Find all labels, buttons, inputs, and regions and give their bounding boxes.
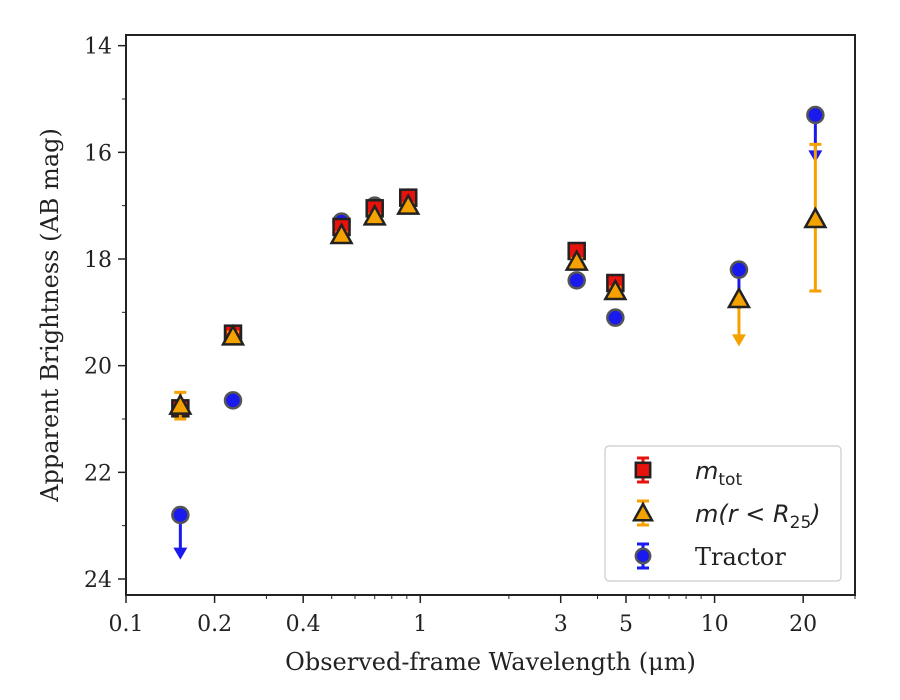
legend-box [604, 445, 842, 582]
legend: mtot m(r < R25) Tractor [604, 445, 842, 582]
x-tick-label: 1 [413, 612, 427, 637]
data-point-circle [806, 105, 825, 125]
x-tick-label: 20 [789, 612, 817, 637]
data-point-triangle [329, 222, 354, 245]
x-tick-label: 10 [701, 612, 729, 637]
legend-marker-square [634, 461, 652, 479]
y-tick-label: 20 [84, 355, 112, 380]
legend-label: m(r < R25) [695, 500, 821, 533]
y-tick-label: 22 [84, 461, 112, 486]
upper-limit-arrow [731, 334, 746, 347]
x-tick-label: 0.4 [286, 612, 321, 637]
data-point-circle [729, 260, 749, 279]
y-axis-label: Apparent Brightness (AB mag) [36, 128, 64, 503]
y-tick-label: 18 [84, 248, 112, 273]
data-point-triangle [168, 393, 193, 415]
x-tick-label: 3 [554, 612, 568, 637]
data-point-triangle [603, 278, 628, 301]
plot-frame [125, 34, 856, 596]
legend-marker-circle [634, 547, 652, 565]
x-tick-label: 0.2 [197, 612, 232, 637]
data-point-circle [223, 391, 243, 410]
series-square [171, 188, 625, 418]
data-point-circle [171, 505, 190, 525]
x-tick-label: 5 [619, 612, 633, 637]
y-tick-label: 24 [84, 568, 112, 593]
legend-label: mtot [695, 457, 742, 490]
data-point-triangle [220, 323, 246, 346]
data-point-circle [567, 271, 586, 290]
axes: 14 16 18 20 22 24 0.1 0.2 0.4 1 3 5 10 20 [84, 34, 856, 637]
data-point-triangle [396, 193, 421, 215]
y-tick-label: 16 [84, 141, 112, 166]
upper-limit-arrow [173, 547, 188, 560]
data-point-triangle [726, 286, 752, 309]
legend-marker-triangle [631, 501, 655, 522]
plot-area [168, 105, 828, 560]
data-point-circle [606, 308, 625, 327]
y-tick-label: 14 [84, 35, 112, 60]
legend-item: m(r < R25) [631, 499, 821, 533]
x-axis-label: Observed-frame Wavelength (μm) [285, 648, 696, 676]
data-point-triangle [362, 203, 387, 226]
data-point-triangle [564, 249, 589, 271]
legend-label: Tractor [695, 543, 786, 571]
data-point-triangle [803, 206, 828, 229]
legend-item: mtot [634, 456, 742, 490]
series-triangle [168, 142, 828, 421]
legend-item: Tractor [634, 542, 786, 571]
x-tick-label: 0.1 [109, 612, 144, 637]
